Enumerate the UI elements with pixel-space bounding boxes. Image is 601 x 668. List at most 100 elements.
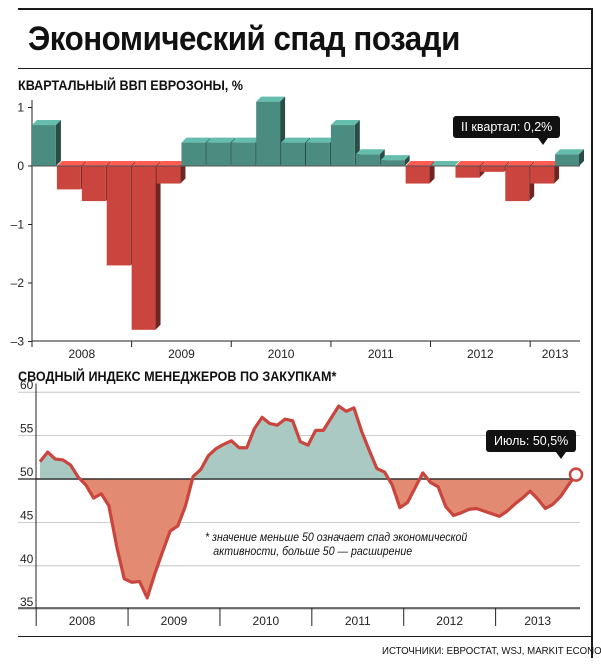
pmi-x-tick-label: 2013 (524, 614, 551, 628)
gdp-bar (405, 161, 435, 184)
pmi-callout: Июль: 50,5% (486, 430, 577, 459)
gdp-y-tick-label: –3 (11, 335, 25, 349)
gdp-bar-top (156, 161, 186, 166)
pmi-y-tick-label: 40 (20, 552, 34, 566)
pmi-y-tick-label: 50 (20, 465, 34, 479)
gdp-bar-top (306, 137, 335, 143)
gdp-bar (380, 155, 410, 166)
pmi-end-marker (568, 467, 584, 482)
gdp-bar-face (106, 166, 131, 266)
pmi-area-below (40, 479, 576, 598)
gdp-bar-top (131, 161, 161, 166)
gdp-bar-face (81, 166, 106, 202)
gdp-bar (530, 161, 560, 184)
gdp-bar-top (355, 149, 385, 155)
gdp-bar-face (56, 166, 81, 190)
gdp-x-tick-label: 2013 (542, 347, 569, 361)
gdp-bar-face (231, 142, 256, 166)
gdp-bar-face (455, 166, 480, 178)
gdp-bar-top (181, 137, 211, 143)
pmi-footnote-line-1: * значение меньше 50 означает спад эконо… (205, 532, 468, 544)
gdp-x-tick-label: 2009 (168, 347, 195, 361)
pmi-area-above (40, 406, 576, 479)
gdp-bar-top (505, 161, 535, 166)
pmi-chart-title: СВОДНЫЙ ИНДЕКС МЕНЕДЖЕРОВ ПО ЗАКУПКАМ* (18, 368, 337, 384)
pmi-y-tick-label: 55 (20, 422, 34, 436)
right-border (591, 8, 593, 658)
gdp-bar-face (405, 166, 430, 184)
gdp-x-tick-label: 2011 (368, 347, 394, 361)
gdp-bar-top (330, 120, 360, 126)
gdp-y-tick-label: –1 (11, 218, 25, 232)
gdp-bar-face (505, 166, 530, 202)
gdp-bar-side (579, 149, 584, 166)
gdp-bar-side (429, 161, 435, 184)
gdp-bar (231, 137, 261, 166)
gdp-x-tick-label: 2012 (467, 347, 494, 361)
gdp-bar-face (181, 142, 206, 166)
pmi-x-tick-label: 2012 (436, 614, 463, 628)
gdp-bar-side (55, 120, 61, 166)
pmi-series-line (38, 404, 578, 600)
gdp-bar-face (306, 142, 330, 166)
sources-note: ИСТОЧНИКИ: ЕВРОСТАТ, WSJ, MARKIT ECONOMI… (382, 645, 601, 657)
gdp-bar (206, 137, 236, 166)
gdp-bar-face (380, 160, 405, 166)
gdp-bar-top (81, 161, 111, 166)
gdp-bar (355, 149, 385, 166)
gdp-bar-face (131, 166, 156, 330)
gdp-bar (56, 161, 86, 190)
gdp-bar (555, 149, 584, 166)
pmi-x-tick-label: 2010 (253, 614, 280, 628)
gdp-bar-face (530, 166, 555, 184)
title-divider (18, 68, 593, 69)
gdp-bar-top (106, 161, 136, 166)
gdp-x-tick-label: 2010 (268, 347, 295, 361)
gdp-bar-top (380, 155, 410, 161)
gdp-bar-top (206, 137, 236, 143)
gdp-bar-top (56, 161, 86, 166)
gdp-y-tick-label: 1 (17, 101, 24, 115)
gdp-bar-face (32, 125, 56, 166)
gdp-bar-face (555, 154, 579, 166)
gdp-bar-face (330, 125, 355, 166)
gdp-bar (131, 161, 161, 330)
gdp-bar-side (554, 161, 560, 184)
pmi-footnote-line-2: активности, больше 50 — расширение (213, 546, 413, 558)
gdp-y-tick-label: 0 (17, 159, 24, 173)
gdp-bar-top (455, 161, 485, 166)
gdp-bar (505, 161, 535, 202)
gdp-bar (281, 137, 310, 166)
gdp-bar-top (405, 161, 435, 166)
gdp-y-tick-label: –2 (11, 276, 25, 290)
gdp-bar-top (281, 137, 310, 143)
gdp-bar-top (231, 137, 261, 143)
gdp-bar (256, 96, 286, 166)
gdp-bar (455, 161, 485, 178)
gdp-bar-face (256, 101, 281, 166)
gdp-bar (81, 161, 111, 202)
gdp-bar-face (156, 166, 181, 184)
pmi-y-tick-label: 35 (20, 595, 34, 609)
gdp-bar-face (480, 166, 505, 172)
gdp-x-tick-label: 2008 (68, 347, 95, 361)
gdp-callout: II квартал: 0,2% (453, 116, 561, 145)
gdp-bar-top (530, 161, 560, 166)
pmi-x-tick-label: 2009 (161, 614, 188, 628)
gdp-bar-face (355, 154, 380, 166)
gdp-chart-title: КВАРТАЛЬНЫЙ ВВП ЕВРОЗОНЫ, % (18, 77, 244, 93)
bottom-divider (18, 636, 593, 637)
gdp-bar (330, 120, 360, 166)
gdp-bar-face (281, 142, 305, 166)
gdp-bar-top (555, 149, 584, 155)
pmi-y-tick-label: 60 (20, 378, 34, 392)
gdp-bar-side (155, 161, 161, 330)
gdp-bar (32, 120, 61, 166)
gdp-bar (106, 161, 136, 266)
pmi-x-tick-label: 2008 (69, 614, 96, 628)
pmi-footnote: * значение меньше 50 означает спад эконо… (205, 531, 467, 559)
gdp-bar-side (404, 155, 410, 166)
page-title: Экономический спад позади (28, 20, 460, 58)
gdp-bar-top (256, 96, 286, 102)
